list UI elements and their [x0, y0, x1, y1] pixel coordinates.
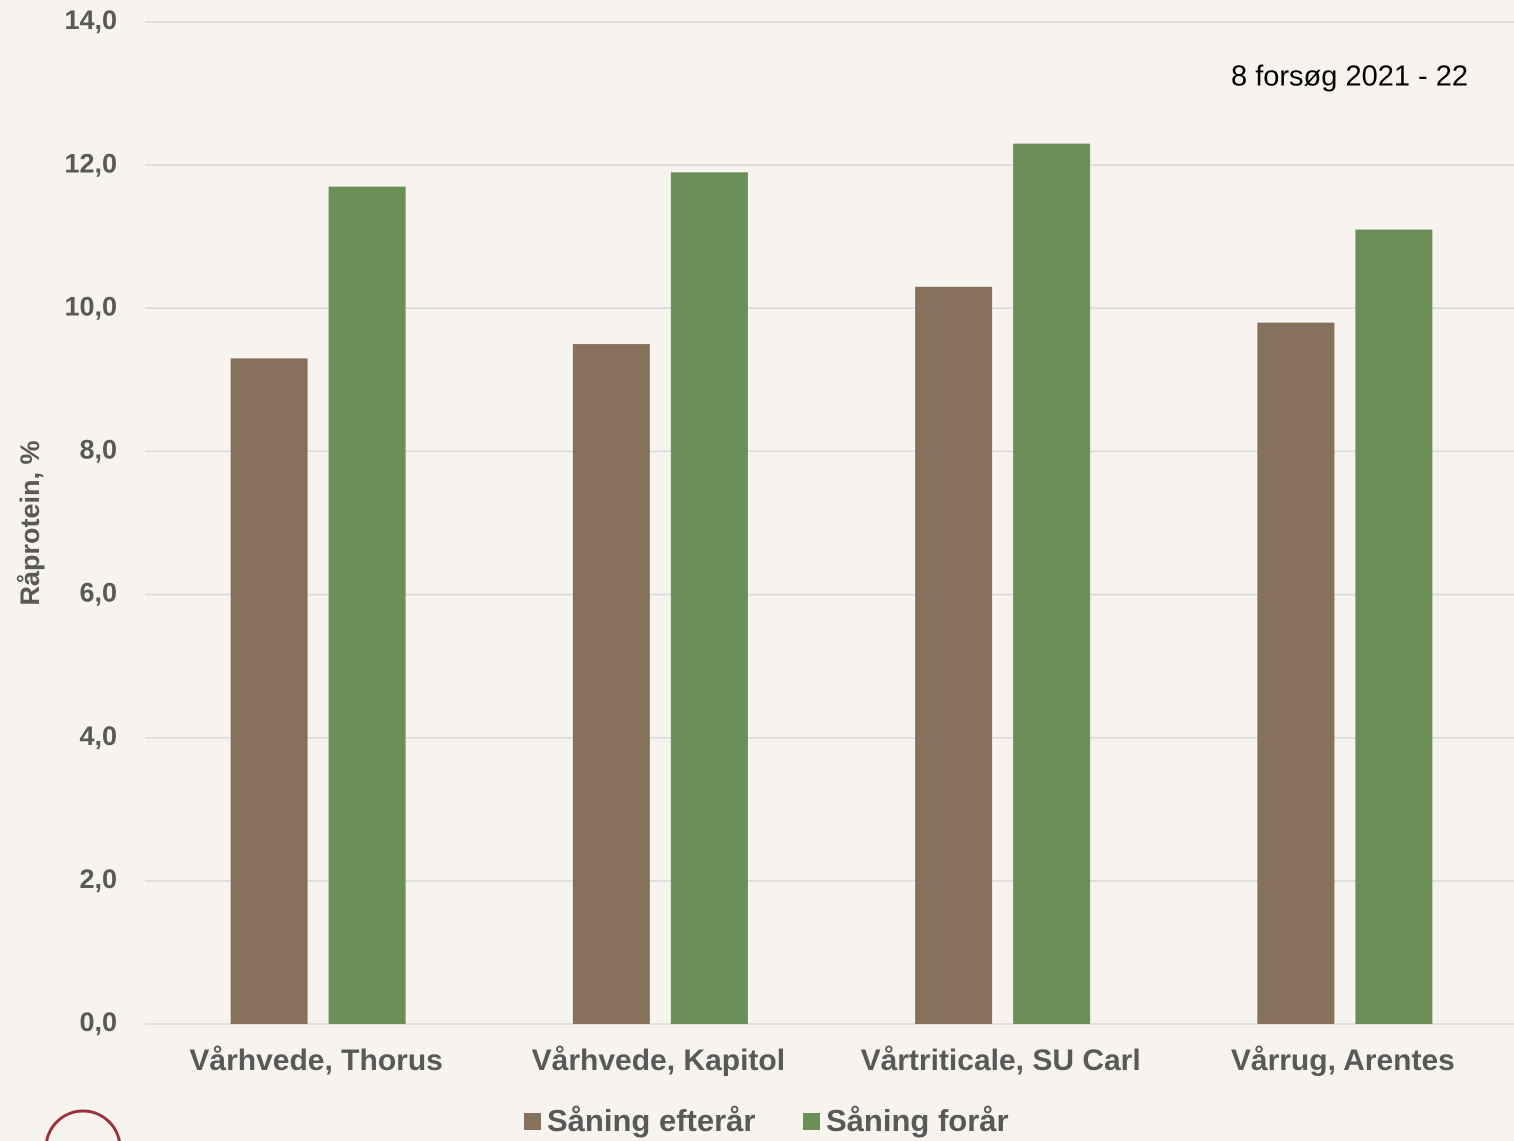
- bar: [1013, 143, 1091, 1024]
- x-tick-label: Vårrug, Arentes: [1231, 1044, 1455, 1077]
- annotation: 8 forsøg 2021 - 22: [1231, 61, 1468, 93]
- bar: [670, 172, 748, 1025]
- y-tick-label: 12,0: [64, 148, 117, 178]
- legend-label: Såning efterår: [547, 1103, 755, 1138]
- x-tick-label: Vårtriticale, SU Carl: [861, 1044, 1141, 1077]
- y-tick-label: 4,0: [79, 721, 117, 751]
- y-tick-label: 2,0: [79, 864, 117, 894]
- logo: [45, 1109, 121, 1141]
- y-axis-label: Råprotein, %: [15, 440, 45, 605]
- y-tick-label: 8,0: [79, 435, 117, 465]
- y-tick-label: 10,0: [64, 291, 117, 321]
- legend-label: Såning forår: [826, 1103, 1009, 1138]
- bar: [230, 358, 308, 1024]
- legend-swatch: [524, 1113, 541, 1130]
- bar: [1355, 229, 1433, 1025]
- y-tick-label: 6,0: [79, 578, 117, 608]
- y-tick-label: 14,0: [64, 5, 117, 35]
- x-tick-label: Vårhvede, Kapitol: [532, 1044, 785, 1077]
- bar: [1257, 322, 1335, 1025]
- bar: [915, 286, 993, 1024]
- x-tick-label: Vårhvede, Thorus: [189, 1044, 442, 1077]
- y-tick-label: 0,0: [79, 1007, 117, 1037]
- bar: [572, 344, 650, 1025]
- bar: [328, 186, 406, 1025]
- legend-swatch: [803, 1113, 820, 1130]
